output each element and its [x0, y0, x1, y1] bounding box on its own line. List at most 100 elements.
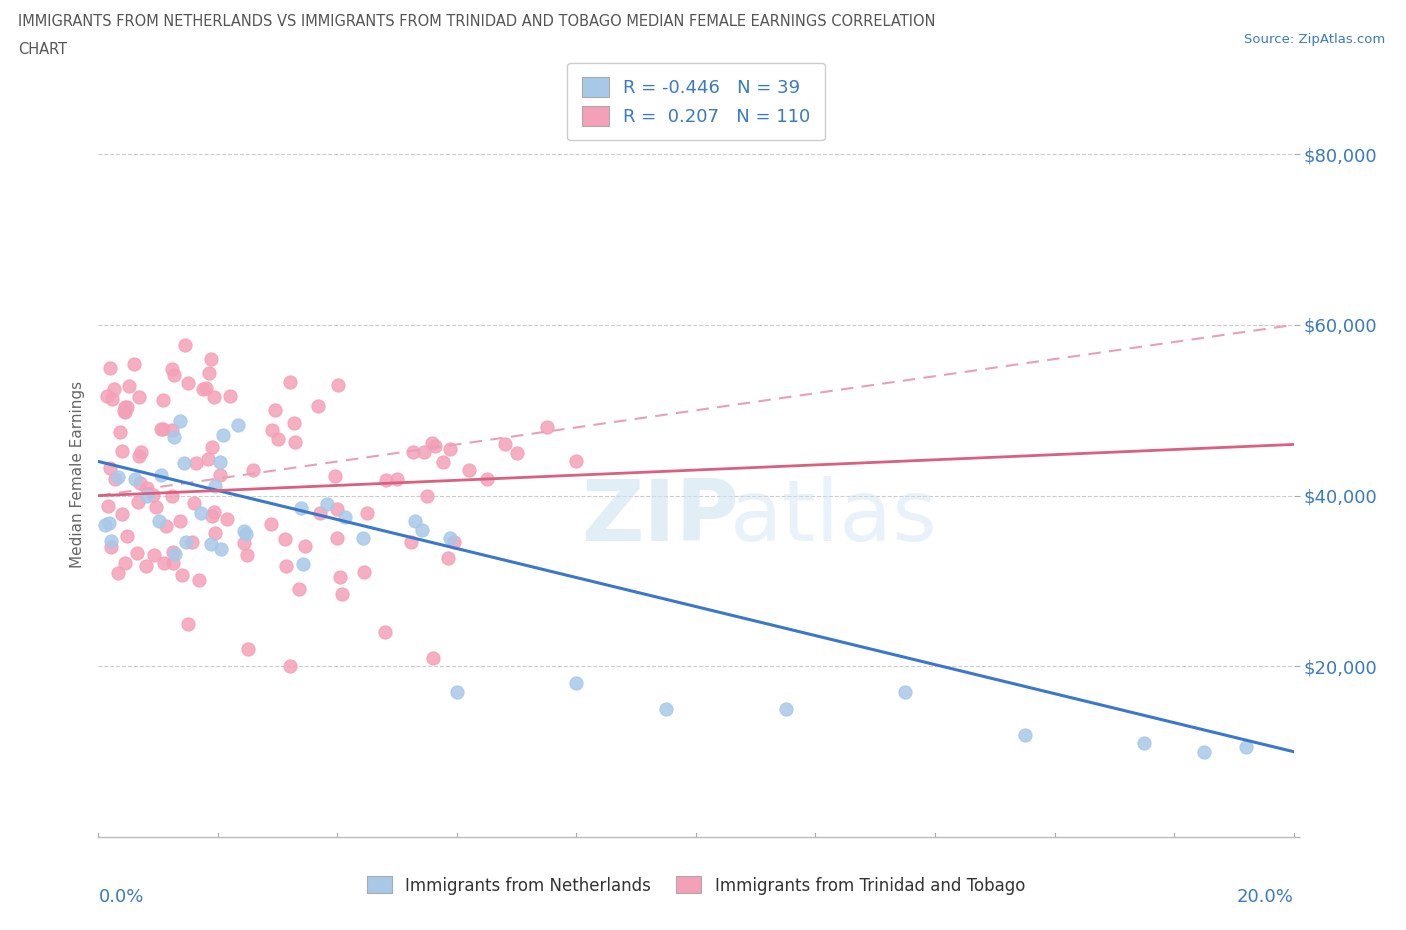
Point	[236, 642, 259, 657]
Point	[356, 505, 378, 520]
Point	[112, 403, 135, 418]
Point	[385, 472, 409, 486]
Point	[172, 567, 194, 582]
Point	[375, 472, 398, 487]
Text: Source: ZipAtlas.com: Source: ZipAtlas.com	[1244, 33, 1385, 46]
Point	[294, 538, 316, 553]
Point	[103, 381, 125, 396]
Point	[127, 495, 149, 510]
Point	[437, 551, 460, 565]
Point	[655, 701, 678, 716]
Point	[1192, 744, 1215, 759]
Point	[307, 398, 329, 413]
Point	[177, 617, 200, 631]
Point	[135, 481, 157, 496]
Point	[150, 468, 173, 483]
Point	[404, 513, 426, 528]
Point	[439, 531, 461, 546]
Point	[174, 534, 197, 549]
Point	[135, 558, 157, 573]
Point	[122, 357, 145, 372]
Point	[149, 421, 172, 436]
Point	[443, 535, 465, 550]
Point	[264, 403, 287, 418]
Point	[97, 516, 120, 531]
Point	[446, 684, 468, 699]
Point	[309, 506, 332, 521]
Point	[128, 475, 150, 490]
Point	[292, 556, 315, 571]
Point	[101, 392, 124, 406]
Point	[204, 504, 226, 519]
Point	[565, 676, 588, 691]
Point	[162, 422, 184, 437]
Point	[128, 390, 150, 405]
Point	[107, 470, 129, 485]
Point	[97, 498, 120, 513]
Point	[163, 430, 186, 445]
Point	[422, 650, 444, 665]
Point	[326, 378, 349, 392]
Point	[114, 555, 136, 570]
Point	[1133, 736, 1156, 751]
Point	[335, 510, 357, 525]
Point	[283, 415, 305, 430]
Point	[204, 526, 226, 541]
Point	[176, 376, 198, 391]
Point	[181, 535, 204, 550]
Text: 0.0%: 0.0%	[98, 888, 143, 906]
Point	[278, 375, 301, 390]
Point	[235, 548, 257, 563]
Point	[494, 437, 516, 452]
Point	[183, 496, 205, 511]
Point	[128, 448, 150, 463]
Point	[284, 434, 307, 449]
Point	[162, 545, 184, 560]
Point	[98, 360, 121, 375]
Point	[1234, 740, 1257, 755]
Point	[506, 445, 529, 460]
Point	[420, 436, 443, 451]
Point	[416, 488, 439, 503]
Point	[152, 393, 174, 408]
Point	[1014, 727, 1036, 742]
Point	[894, 684, 917, 699]
Point	[148, 514, 170, 529]
Point	[195, 380, 218, 395]
Legend: Immigrants from Netherlands, Immigrants from Trinidad and Tobago: Immigrants from Netherlands, Immigrants …	[360, 870, 1032, 901]
Text: CHART: CHART	[18, 42, 67, 57]
Point	[352, 531, 374, 546]
Point	[226, 418, 249, 432]
Point	[197, 452, 219, 467]
Point	[412, 445, 434, 459]
Point	[290, 501, 312, 516]
Point	[202, 390, 225, 405]
Point	[201, 509, 224, 524]
Point	[200, 537, 222, 551]
Point	[353, 565, 375, 579]
Point	[114, 399, 136, 414]
Point	[187, 572, 209, 587]
Point	[115, 399, 138, 414]
Text: atlas: atlas	[730, 476, 938, 559]
Point	[315, 497, 337, 512]
Point	[274, 559, 297, 574]
Point	[162, 488, 184, 503]
Point	[169, 514, 191, 529]
Point	[326, 531, 349, 546]
Point	[153, 556, 176, 571]
Point	[160, 362, 183, 377]
Point	[423, 439, 446, 454]
Point	[198, 365, 221, 380]
Point	[152, 421, 174, 436]
Point	[169, 413, 191, 428]
Point	[98, 460, 121, 475]
Point	[326, 501, 349, 516]
Point	[219, 389, 242, 404]
Point	[142, 488, 165, 503]
Point	[124, 472, 146, 486]
Point	[100, 534, 122, 549]
Point	[173, 338, 195, 352]
Point	[201, 439, 224, 454]
Point	[242, 462, 264, 477]
